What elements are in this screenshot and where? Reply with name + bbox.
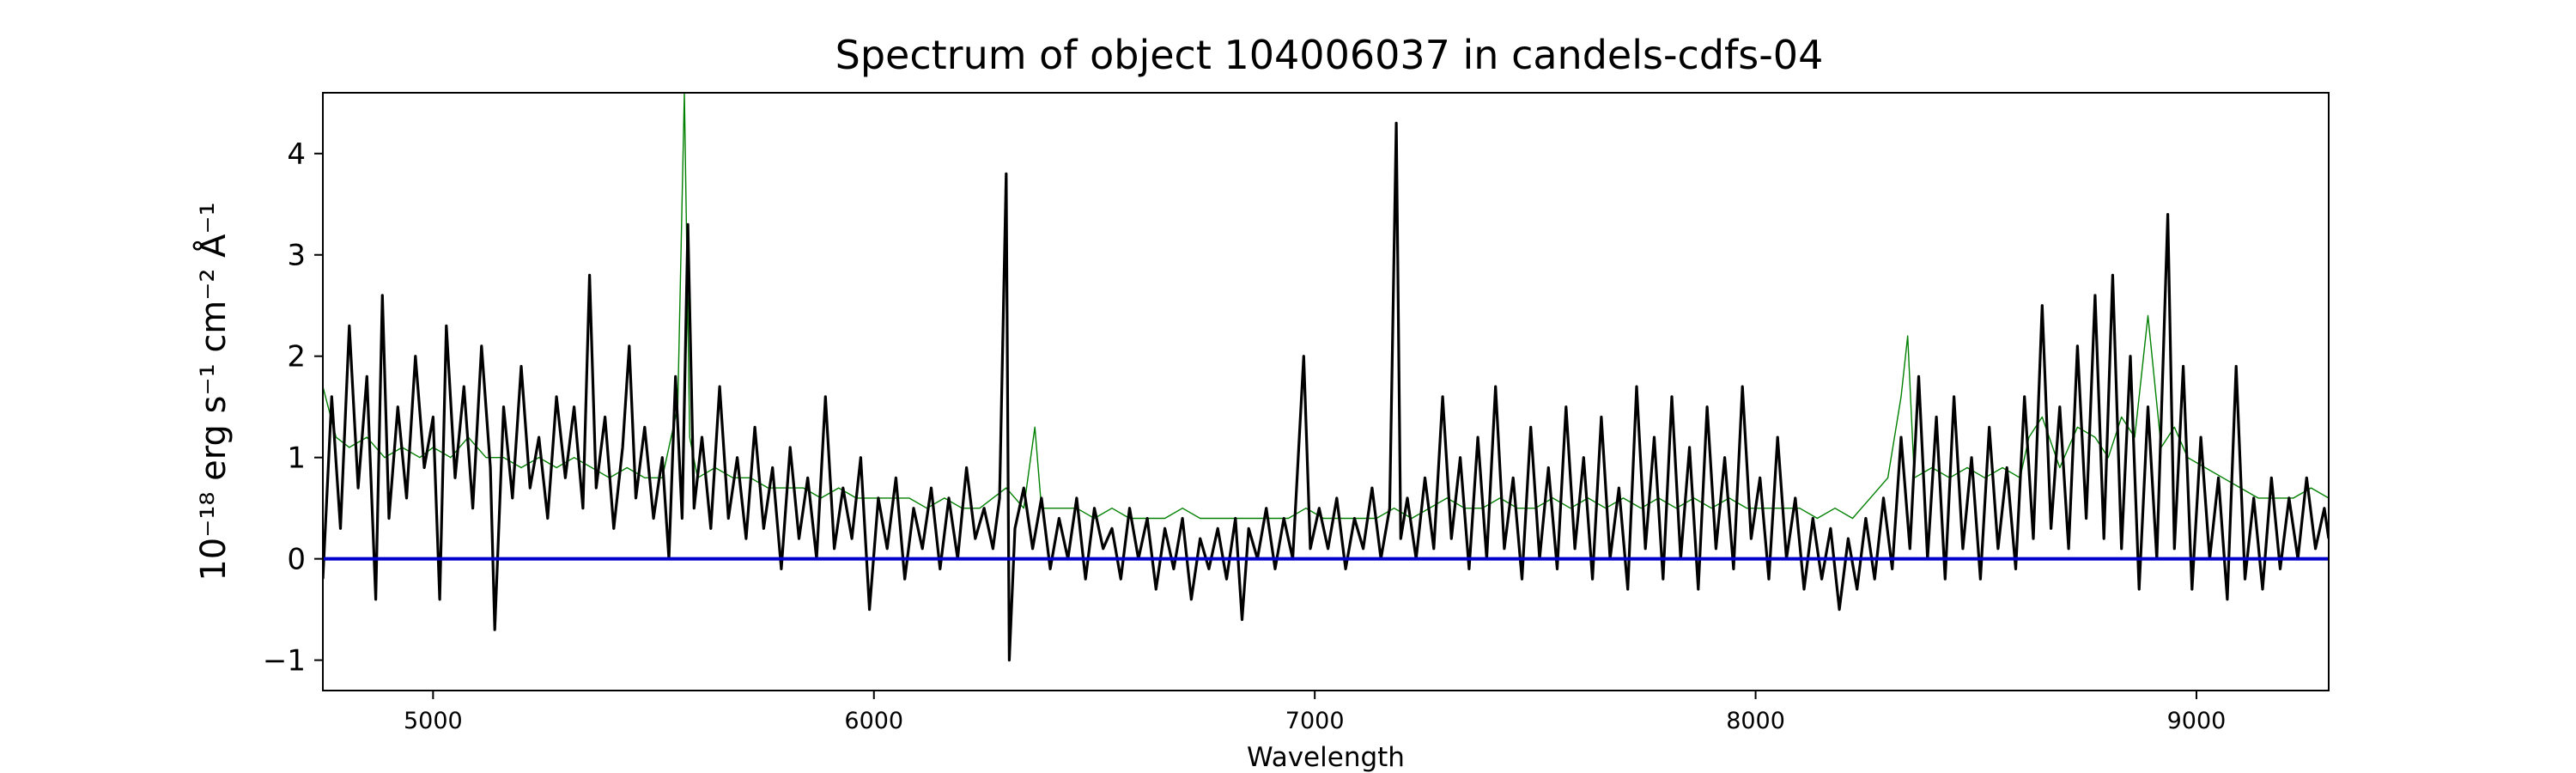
plot-area (323, 93, 2329, 691)
y-tick-label: 4 (287, 137, 306, 172)
flux-series-line (323, 121, 2329, 662)
x-tick-label: 5000 (404, 708, 463, 734)
y-tick-label: 3 (287, 239, 306, 273)
x-tick-label: 7000 (1285, 708, 1345, 734)
series-layer (323, 93, 2329, 662)
chart-title: Spectrum of object 104006037 in candels-… (835, 32, 1824, 78)
y-tick-label: −1 (263, 644, 306, 679)
y-axis: −1 0 1 2 3 4 (263, 137, 323, 679)
y-tick-label: 0 (287, 543, 306, 577)
x-tick-label: 9000 (2167, 708, 2227, 734)
x-axis: 5000 6000 7000 8000 9000 (404, 691, 2226, 734)
x-tick-label: 8000 (1726, 708, 1785, 734)
plot-frame (322, 92, 2330, 691)
x-axis-label: Wavelength (1247, 742, 1405, 773)
y-tick-label: 1 (287, 441, 306, 476)
x-tick-label: 6000 (844, 708, 903, 734)
y-tick-label: 2 (287, 340, 306, 374)
y-axis-label: 10⁻¹⁸ erg s⁻¹ cm⁻² Å⁻¹ (192, 202, 234, 581)
